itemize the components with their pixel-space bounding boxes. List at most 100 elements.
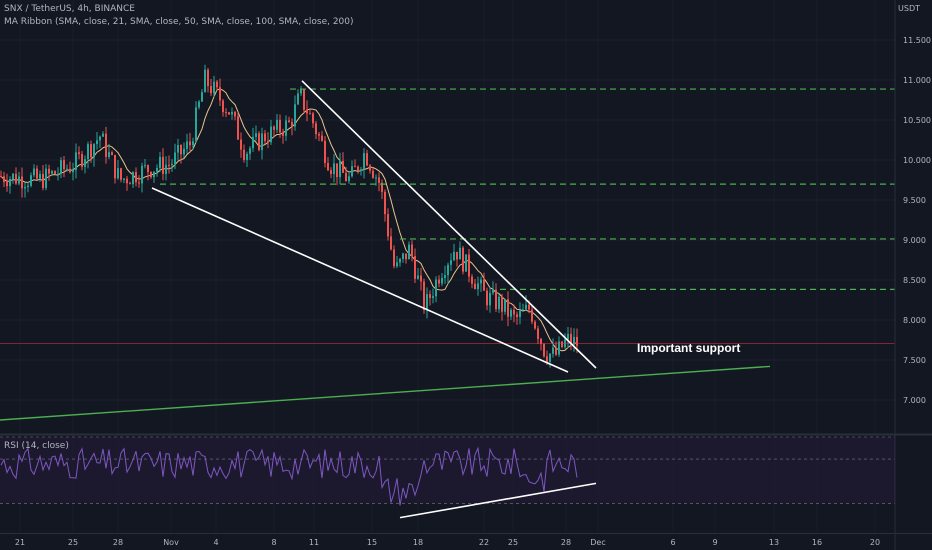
candle-body: [24, 186, 26, 189]
candle-body: [453, 251, 455, 261]
support-trendline[interactable]: [0, 365, 771, 421]
trendlines[interactable]: [0, 80, 771, 421]
candle-body: [126, 178, 128, 184]
rsi-divergence-line[interactable]: [399, 482, 597, 519]
candle-body: [348, 176, 350, 182]
candle-body: [105, 133, 107, 157]
candle-body: [276, 119, 278, 130]
candle-body: [438, 279, 440, 284]
candle-body: [537, 328, 539, 339]
price-tick-label: 7.000: [903, 396, 926, 405]
candle-body: [384, 191, 386, 215]
price-tick-label: 10.000: [903, 156, 931, 165]
candle-body: [324, 140, 326, 163]
candle-body: [30, 175, 32, 186]
candle-body: [333, 163, 335, 175]
rsi-background-band: [0, 437, 895, 504]
price-tick-label: 7.500: [903, 356, 926, 365]
lower-trendline[interactable]: [151, 187, 569, 373]
candle-body: [174, 152, 176, 164]
candle-body: [156, 167, 158, 172]
price-tick-label: 9.500: [903, 196, 926, 205]
candle-body: [441, 277, 443, 284]
candle-body: [489, 292, 491, 306]
candle-body: [465, 254, 467, 272]
candle-body: [228, 112, 230, 115]
candle-body: [525, 304, 527, 310]
candle-body: [279, 119, 281, 133]
candle-body: [327, 162, 329, 171]
candle-body: [210, 86, 212, 94]
candle-body: [99, 136, 101, 141]
candle-body: [177, 145, 179, 153]
moving-average-ribbon: [0, 88, 578, 352]
candle-body: [171, 163, 173, 166]
candle-body: [60, 160, 62, 174]
candle-body: [474, 283, 476, 290]
candle-body: [561, 341, 563, 348]
candle-body: [540, 338, 542, 344]
candle-body: [75, 152, 77, 171]
candle-body: [576, 336, 578, 346]
candle-body: [555, 347, 557, 355]
time-tick-label: 4: [213, 538, 218, 547]
rsi-legend[interactable]: RSI (14, close): [4, 441, 69, 451]
candle-body: [9, 178, 11, 187]
candle-body: [444, 275, 446, 278]
candle-body: [423, 281, 425, 311]
candle-body: [216, 81, 218, 88]
candle-body: [369, 165, 371, 171]
candle-body: [252, 136, 254, 149]
candle-body: [315, 123, 317, 135]
price-tick-label: 8.500: [903, 276, 926, 285]
time-tick-label: 25: [508, 538, 518, 547]
candle-body: [354, 166, 356, 168]
candle-body: [378, 177, 380, 183]
time-tick-label: 25: [68, 538, 78, 547]
candle-body: [546, 356, 548, 362]
candle-body: [549, 353, 551, 362]
candle-body: [165, 164, 167, 174]
candle-body: [498, 296, 500, 310]
candle-body: [405, 253, 407, 260]
upper-trendline[interactable]: [301, 80, 597, 369]
candle-body: [0, 176, 2, 177]
candle-body: [54, 171, 56, 175]
time-tick-label: 9: [712, 538, 717, 547]
candle-body: [93, 144, 95, 158]
symbol-title[interactable]: SNX / TetherUS, 4h, BINANCE: [4, 4, 135, 14]
price-axis: [895, 0, 932, 550]
candle-body: [408, 244, 410, 260]
candle-body: [243, 149, 245, 160]
candle-body: [117, 168, 119, 179]
candle-body: [462, 247, 464, 272]
candle-body: [63, 160, 65, 170]
important-support-annotation: Important support: [637, 341, 740, 355]
candle-body: [189, 141, 191, 146]
candle-body: [144, 165, 146, 167]
time-tick-label: Dec: [590, 538, 605, 547]
time-tick-label: 15: [367, 538, 377, 547]
candle-body: [258, 133, 260, 151]
candle-body: [456, 251, 458, 260]
candle-body: [516, 314, 518, 318]
candle-body: [264, 133, 266, 142]
time-tick-label: Nov: [163, 538, 179, 547]
candle-body: [501, 296, 503, 312]
candle-body: [426, 294, 428, 311]
candle-body: [417, 275, 419, 279]
candle-body: [27, 185, 29, 187]
candle-body: [459, 247, 461, 260]
candle-body: [69, 168, 71, 173]
candle-body: [345, 172, 347, 182]
candle-body: [321, 135, 323, 141]
ma-ribbon-legend[interactable]: MA Ribbon (SMA, close, 21, SMA, close, 5…: [4, 17, 354, 27]
candle-body: [285, 120, 287, 136]
candle-body: [234, 111, 236, 117]
time-tick-label: 22: [479, 538, 489, 547]
time-tick-label: 11: [309, 538, 319, 547]
candle-body: [534, 321, 536, 329]
price-tick-label: 9.000: [903, 236, 926, 245]
candle-body: [129, 183, 131, 185]
